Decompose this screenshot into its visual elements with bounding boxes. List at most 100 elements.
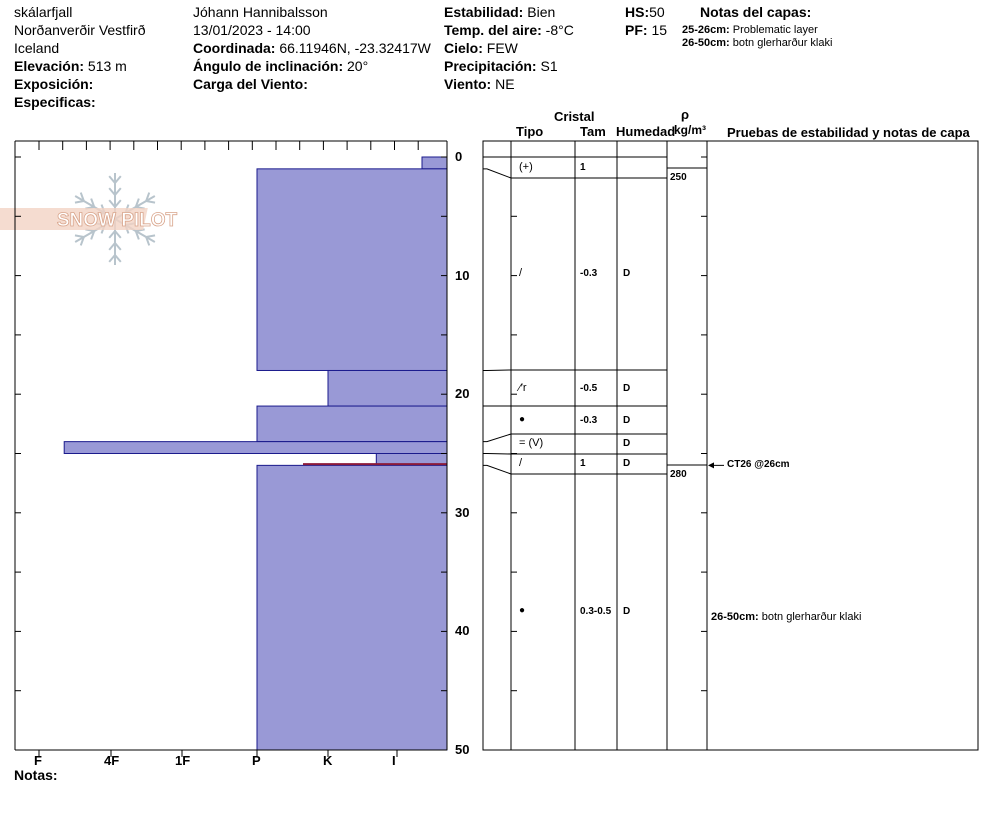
location-name: skálarfjall <box>14 4 73 20</box>
elevation-label: Elevación: <box>14 58 85 74</box>
crystal-header: Cristal <box>554 109 595 124</box>
density-value: 280 <box>670 469 687 480</box>
layer-note-1-range: 25-26cm: <box>682 24 730 36</box>
wind-field: Viento: NE <box>444 75 515 93</box>
hs-value: 50 <box>649 4 665 20</box>
hardness-bar <box>63 441 448 455</box>
observation-datetime: 13/01/2023 - 14:00 <box>193 22 311 38</box>
precip-value: S1 <box>540 58 558 74</box>
region-name: Norðanverðir Vestfirð <box>14 22 146 38</box>
hardness-tick-label: I <box>392 753 396 768</box>
logo-text: SNOW PILOT <box>57 210 178 231</box>
grain-size-cell: -0.3 <box>580 415 598 426</box>
layer-note-1-text: Problematic layer <box>732 24 818 36</box>
depth-label: 50 <box>455 742 470 757</box>
logo-band <box>0 208 148 230</box>
depth-label: 0 <box>455 149 463 164</box>
rho-header: ρ <box>681 107 690 122</box>
hardness-tick-label: P <box>252 753 261 768</box>
country-name: Iceland <box>14 40 60 56</box>
air-temp-value: -8°C <box>545 22 574 38</box>
grain-size-cell: 1 <box>580 162 586 173</box>
size-header: Tam <box>580 124 606 139</box>
coordinate-value: 66.11946N, -23.32417W <box>279 40 431 56</box>
layer-note-row: 26-50cm: botn glerharður klaki <box>711 611 861 623</box>
elevation-field: Elevación: 513 m <box>14 57 127 75</box>
slope-label: Ángulo de inclinación: <box>193 58 344 74</box>
precip-label: Precipitación: <box>444 58 537 74</box>
row-connector <box>483 464 512 475</box>
precip-field: Precipitación: S1 <box>444 57 558 75</box>
density-value: 250 <box>670 172 687 183</box>
grain-size-cell: 1 <box>580 458 586 469</box>
pf-value: 15 <box>651 22 668 38</box>
hardness-bar <box>256 405 448 443</box>
wind-label: Viento: <box>444 76 492 92</box>
row-connector <box>483 453 512 455</box>
exposure-label: Exposición: <box>14 76 94 92</box>
stability-test-arrowhead <box>708 462 714 469</box>
moisture-header: Humedad <box>616 124 676 139</box>
grain-size-cell: 0.3-0.5 <box>580 606 612 617</box>
depth-label: 30 <box>455 504 470 520</box>
type-header: Tipo <box>516 124 544 139</box>
hardness-tick-label: K <box>323 753 333 768</box>
air-temp-label: Temp. del aire: <box>444 22 542 38</box>
grain-type-glyph: (+) <box>519 161 533 173</box>
pf-field: PF: 15 <box>625 21 667 39</box>
coordinate-label: Coordinada: <box>193 40 276 56</box>
density-unit-header: kg/m³ <box>674 123 707 137</box>
depth-label: 10 <box>455 267 470 283</box>
moisture-cell: D <box>623 438 631 449</box>
layer-note-2-range: 26-50cm: <box>682 37 730 49</box>
grain-type-glyph: / <box>519 457 523 469</box>
sky-field: Cielo: FEW <box>444 39 518 57</box>
notes-label: Notas: <box>14 767 58 783</box>
slope-field: Ángulo de inclinación: 20° <box>193 57 368 75</box>
sky-value: FEW <box>486 40 518 56</box>
depth-label: 40 <box>455 623 470 639</box>
hardness-tick-label: 4F <box>104 753 120 768</box>
wind-load-label: Carga del Viento: <box>193 76 308 92</box>
sky-label: Cielo: <box>444 40 483 56</box>
stability-field: Estabilidad: Bien <box>444 3 555 21</box>
wind-value: NE <box>495 76 515 92</box>
pf-label: PF: <box>625 22 648 38</box>
moisture-cell: D <box>623 415 631 426</box>
layer-note-2-text: botn glerharður klaki <box>732 37 833 49</box>
hardness-bar <box>256 168 448 371</box>
layer-note-2: 26-50cm: botn glerharður klaki <box>682 37 832 49</box>
grain-size-cell: -0.3 <box>580 268 598 279</box>
moisture-cell: D <box>623 268 631 279</box>
slope-value: 20° <box>347 58 369 74</box>
row-connector <box>483 433 512 443</box>
hardness-bar <box>327 369 448 407</box>
hardness-tick-label: 1F <box>175 753 191 768</box>
hs-field: HS:50 <box>625 3 665 21</box>
hardness-tick-label: F <box>34 753 42 768</box>
grain-type-glyph: ● <box>519 414 526 425</box>
hs-label: HS: <box>625 4 650 20</box>
moisture-cell: D <box>623 458 631 469</box>
moisture-cell: D <box>623 606 631 617</box>
table-frame <box>482 140 979 751</box>
grain-size-cell: -0.5 <box>580 383 598 394</box>
moisture-cell: D <box>623 383 631 394</box>
grain-type-glyph: ● <box>519 605 526 616</box>
stability-value: Bien <box>527 4 556 20</box>
stability-test-label: CT26 @26cm <box>727 459 790 471</box>
layer-note-row-range: 26-50cm: <box>711 611 762 623</box>
layer-note-row-text: botn glerharður klaki <box>761 611 862 623</box>
layer-note-1: 25-26cm: Problematic layer <box>682 24 818 36</box>
observer-name: Jóhann Hannibalsson <box>193 4 328 20</box>
hardness-bar <box>256 464 448 751</box>
grain-type-glyph: = (V) <box>519 437 544 449</box>
coordinate-field: Coordinada: 66.11946N, -23.32417W <box>193 39 431 57</box>
depth-label: 20 <box>455 386 470 402</box>
grain-type-glyph: / <box>519 267 523 279</box>
specifics-label: Especificas: <box>14 94 96 110</box>
tests-header: Pruebas de estabilidad y notas de capa <box>727 125 970 140</box>
stability-label: Estabilidad: <box>444 4 524 20</box>
air-temp-field: Temp. del aire: -8°C <box>444 21 574 39</box>
